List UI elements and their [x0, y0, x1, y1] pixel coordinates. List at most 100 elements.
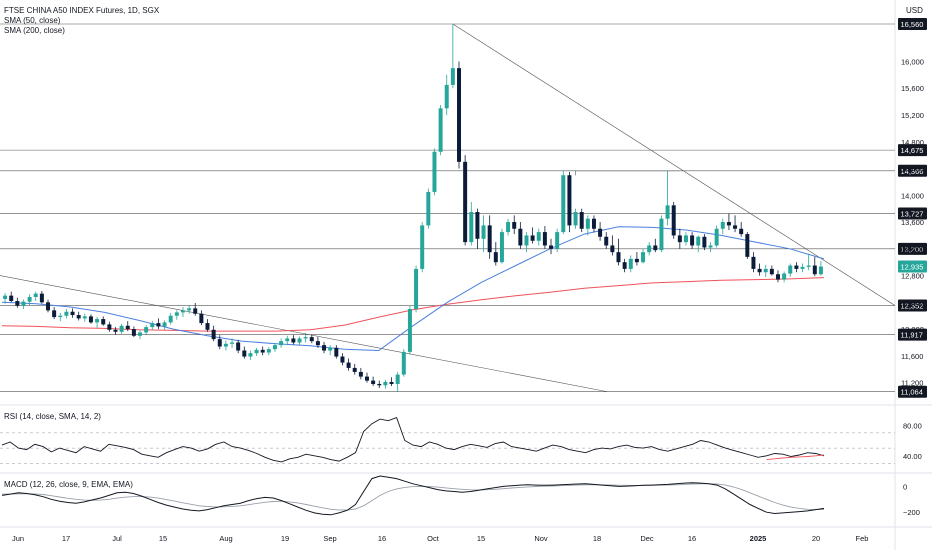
level-tag [898, 299, 927, 312]
candle-body [659, 218, 664, 251]
candle-body [156, 323, 161, 327]
price-tick-label: 15,200 [901, 111, 924, 120]
candle-body [254, 349, 259, 354]
candle-body [818, 266, 823, 275]
candle-body [653, 245, 658, 251]
candle-body [579, 212, 584, 229]
candle-body [168, 315, 173, 323]
level-tag [898, 164, 927, 177]
candle-body [180, 310, 185, 313]
legend: FTSE CHINA A50 INDEX Futures, 1D, SGX SM… [4, 6, 159, 36]
candle-body [536, 232, 541, 241]
price-tick-label: 14,400 [901, 165, 924, 174]
candle-body [487, 225, 492, 253]
candle-body [733, 225, 738, 229]
candle-body [303, 337, 308, 339]
candle-body [457, 68, 462, 162]
sma50-line [1, 226, 825, 352]
candle-body [616, 252, 621, 263]
candle-body [450, 68, 455, 85]
candle-body [561, 175, 566, 233]
candle-body [426, 191, 431, 226]
candle-body [739, 228, 744, 235]
candle-body [205, 323, 210, 330]
level-tag-label: 13,727 [901, 210, 924, 219]
time-axis-label: Jun [12, 534, 24, 543]
sma200-line [1, 277, 825, 332]
candle-body [671, 205, 676, 236]
candle-body [187, 308, 192, 311]
candle-body [125, 325, 130, 330]
candle-body [58, 315, 63, 318]
candle-body [555, 232, 560, 249]
level-tag-label: 16,560 [901, 20, 924, 29]
candle-body [150, 323, 155, 328]
candle-body [782, 273, 787, 280]
candle-body [236, 342, 241, 351]
candle-body [371, 380, 376, 384]
time-axis-label: Aug [219, 534, 232, 543]
candle-body [542, 232, 547, 246]
time-axis-label: 17 [62, 534, 70, 543]
level-tag [898, 144, 927, 157]
price-tick-label: 14,000 [901, 191, 924, 200]
candle-body [223, 343, 228, 347]
candle-body [279, 341, 284, 346]
candle-body [634, 258, 639, 263]
candle-body [696, 236, 701, 246]
level-tag [898, 207, 927, 220]
candle-body [745, 234, 750, 257]
price-tick-label: 11,200 [901, 379, 923, 388]
candle-body [352, 367, 357, 372]
candle-body [604, 236, 609, 246]
time-axis-label: Nov [534, 534, 548, 543]
price-tick-label: 14,800 [901, 138, 924, 147]
candle-body [763, 268, 768, 273]
candle-body [512, 222, 517, 229]
level-tag [898, 18, 927, 30]
last-price-label: 12,935 [901, 263, 924, 272]
candle-body [757, 268, 762, 273]
candle-body [708, 245, 713, 248]
candle-body [647, 245, 652, 253]
level-tag-label: 14,675 [901, 146, 924, 155]
time-axis-label: 16 [378, 534, 386, 543]
candle-body [775, 274, 780, 280]
price-tick-label: 13,200 [901, 245, 924, 254]
candle-body [751, 256, 756, 269]
candle-body [407, 309, 412, 352]
candle-body [364, 376, 369, 381]
candle-body [598, 228, 603, 237]
candle-body [88, 316, 93, 323]
macd-legend: MACD (12, 26, close, 9, EMA, EMA) [4, 480, 133, 489]
candle-body [794, 265, 799, 269]
candle-body [475, 212, 480, 239]
rsi-ma-line [766, 454, 825, 461]
candle-body [414, 268, 419, 310]
time-axis-label: Oct [427, 534, 440, 543]
candle-body [101, 319, 106, 325]
candle-body [463, 161, 468, 243]
candle-body [193, 308, 198, 314]
time-axis-label: 18 [593, 534, 601, 543]
candle-body [401, 351, 406, 375]
rsi-legend: RSI (14, close, SMA, 14, 2) [4, 412, 101, 421]
candle-body [469, 212, 474, 243]
price-tick-label: 13,600 [901, 218, 924, 227]
time-axis-label: Jul [112, 534, 122, 543]
candle-body [358, 371, 363, 377]
level-tag [898, 328, 927, 341]
candle-body [720, 222, 725, 229]
macd-line [1, 475, 825, 516]
level-tag-label: 13,200 [901, 245, 924, 254]
candle-body [138, 332, 143, 336]
candle-body [444, 84, 449, 109]
candle-body [9, 295, 14, 302]
candle-body [285, 338, 290, 342]
candle-body [806, 265, 811, 267]
candle-body [677, 235, 682, 243]
candle-body [438, 108, 443, 152]
price-tick-label: 12,800 [901, 272, 924, 281]
